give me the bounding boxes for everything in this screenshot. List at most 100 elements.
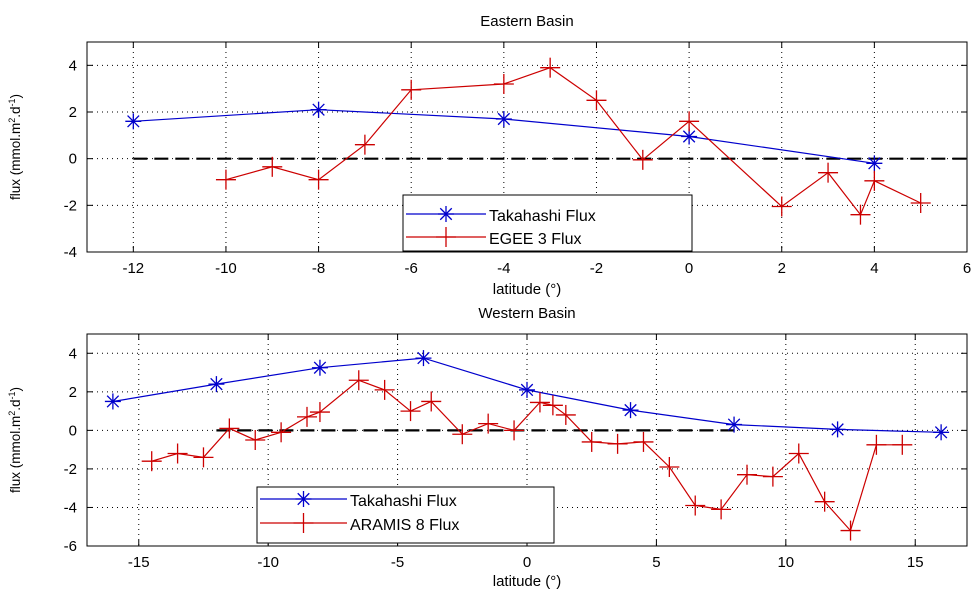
eastern-basin-egee-3-flux-point — [586, 90, 607, 111]
western-basin-series — [104, 350, 950, 541]
eastern-basin-xtick-label: 6 — [963, 260, 971, 277]
eastern-basin-egee-3-flux-point — [771, 196, 792, 217]
western-basin-xtick-label: -15 — [128, 554, 150, 571]
western-basin-aramis-8-flux-point — [892, 434, 913, 455]
western-basin-takahashi-flux-point — [829, 421, 846, 438]
eastern-basin-egee-3-flux-point — [679, 111, 700, 132]
western-basin-legend-takahashi-flux-marker — [295, 491, 312, 507]
western-basin-aramis-8-flux-point — [348, 370, 369, 391]
western-basin-aramis-8-flux-point — [866, 434, 887, 455]
eastern-basin-legend-takahashi-symbol — [406, 206, 486, 222]
western-basin-aramis-8-flux-point — [542, 395, 563, 416]
eastern-basin-egee-3-flux-point — [910, 193, 931, 213]
western-basin-legend: Takahashi Flux ARAMIS 8 Flux — [256, 486, 555, 544]
western-basin-panel: Western Basin -15 -10 -5 0 5 10 15 -6 -4 -2 0 2 4 la… — [7, 305, 968, 590]
eastern-basin-egee-3-flux-point — [850, 204, 871, 225]
western-basin-takahashi-flux-point — [933, 424, 950, 441]
western-basin-aramis-8-flux-point — [633, 431, 654, 452]
western-basin-aramis-8-flux-point — [737, 464, 757, 485]
eastern-basin-egee-3-flux-point — [308, 169, 329, 190]
western-basin-aramis-8-flux-point — [452, 424, 473, 445]
eastern-basin-xtick-label: 4 — [870, 260, 878, 277]
eastern-basin-egee-3-flux-point — [401, 79, 422, 100]
western-basin-ticks: -15 -10 -5 0 5 10 15 -6 -4 -2 0 2 4 — [64, 334, 967, 571]
eastern-basin-takahashi-flux-point — [866, 155, 883, 172]
eastern-basin-egee-3-flux-point — [540, 57, 561, 78]
eastern-basin-xtick-label: -8 — [312, 260, 325, 277]
western-basin-legend-aramis-8-flux-marker — [293, 513, 314, 533]
western-basin-aramis-8-flux-point — [297, 406, 317, 427]
western-basin-ytick-label: -6 — [64, 538, 77, 555]
western-basin-xtick-label: 15 — [907, 554, 924, 571]
western-basin-aramis-8-flux-point — [271, 422, 292, 443]
western-basin-takahashi-flux-point — [622, 402, 639, 419]
western-basin-takahashi-flux-point — [208, 376, 225, 393]
western-basin-aramis-8-flux-point — [421, 391, 442, 412]
western-basin-xtick-label: -10 — [257, 554, 279, 571]
eastern-basin-ytick-label: -4 — [64, 244, 77, 261]
western-basin-xtick-label: -5 — [391, 554, 404, 571]
western-basin-aramis-8-flux-point — [788, 443, 809, 464]
western-basin-aramis-8-flux-point — [504, 420, 525, 441]
eastern-basin-ytick-label: -2 — [64, 197, 77, 214]
western-basin-aramis-8-flux-point — [762, 466, 783, 487]
eastern-basin-egee-3-flux-point — [493, 74, 514, 94]
western-basin-aramis-8-flux-point — [219, 418, 240, 439]
eastern-basin-ylabel: flux (mmol.m2.d-1) — [7, 94, 23, 200]
western-basin-aramis-8-flux-point — [555, 404, 576, 425]
eastern-basin-egee-3-flux-point — [215, 169, 236, 190]
eastern-basin-legend-egee-3-flux-marker — [436, 227, 456, 247]
western-basin-title: Western Basin — [478, 305, 575, 322]
eastern-basin-series — [125, 57, 931, 225]
eastern-basin-ytick-label: 2 — [69, 104, 77, 121]
western-basin-legend-takahashi-symbol — [260, 491, 347, 507]
eastern-basin-takahashi-flux-point — [495, 111, 512, 127]
eastern-basin-title: Eastern Basin — [480, 13, 573, 30]
western-basin-xtick-label: 0 — [523, 554, 531, 571]
western-basin-aramis-8-flux-point — [245, 430, 266, 450]
western-basin-takahashi-flux-point — [519, 381, 535, 398]
western-basin-aramis-8-flux-point — [840, 520, 861, 541]
western-basin-takahashi-flux-point — [104, 393, 121, 410]
eastern-basin-egee-3-flux-point — [864, 170, 885, 191]
eastern-basin-legend-takahashi-label: Takahashi Flux — [489, 208, 596, 225]
eastern-basin-legend-box — [402, 194, 693, 252]
western-basin-aramis-8-flux-point — [814, 491, 835, 512]
western-basin-aramis-8-flux-point — [581, 431, 602, 452]
eastern-basin-ytick-label: 0 — [69, 151, 77, 168]
western-basin-xlabel: latitude (°) — [493, 573, 562, 590]
western-basin-takahashi-flux-point — [726, 416, 743, 433]
western-basin-ytick-label: -4 — [64, 499, 77, 516]
western-basin-aramis-8-flux-point — [685, 495, 706, 516]
western-basin-aramis-8-flux-point — [607, 433, 628, 454]
western-basin-ytick-label: 4 — [69, 345, 77, 362]
eastern-basin-xtick-label: -10 — [215, 260, 237, 277]
eastern-basin-egee-3-flux-point — [262, 156, 283, 177]
eastern-basin-egee-3-flux-point — [818, 162, 839, 183]
western-basin-aramis-8-flux-point — [309, 402, 330, 423]
western-basin-aramis-8-flux-point — [167, 443, 188, 464]
western-basin-aramis-8-flux-point — [659, 456, 680, 477]
western-basin-aramis-8-flux-point — [141, 451, 162, 472]
eastern-basin-xtick-label: 2 — [778, 260, 786, 277]
eastern-basin-legend-takahashi-flux-marker — [438, 206, 454, 222]
eastern-basin-egee-3-flux-point — [632, 149, 653, 170]
eastern-basin-plot-frame — [86, 41, 968, 253]
western-basin-ylabel: flux (mmol.m2.d-1) — [7, 387, 23, 493]
eastern-basin-xtick-label: 0 — [685, 260, 693, 277]
eastern-basin-xtick-label: -2 — [590, 260, 603, 277]
western-basin-xtick-label: 10 — [777, 554, 794, 571]
western-basin-xtick-label: 5 — [652, 554, 660, 571]
eastern-basin-takahashi-flux-point — [125, 113, 142, 130]
eastern-basin-legend: Takahashi Flux EGEE 3 Flux — [402, 194, 693, 252]
western-basin-aramis-8-flux-point — [478, 413, 499, 434]
western-basin-takahashi-flux-point — [415, 350, 432, 367]
western-basin-legend-aramis-label: ARAMIS 8 Flux — [350, 517, 459, 534]
western-basin-ytick-label: 0 — [69, 422, 77, 439]
western-basin-takahashi-flux-point — [311, 359, 328, 376]
eastern-basin-takahashi-flux-point — [310, 101, 327, 118]
western-basin-legend-aramis-symbol — [260, 513, 347, 533]
eastern-basin-ytick-label: 4 — [69, 57, 77, 74]
western-basin-aramis-8-flux-point — [711, 499, 732, 520]
